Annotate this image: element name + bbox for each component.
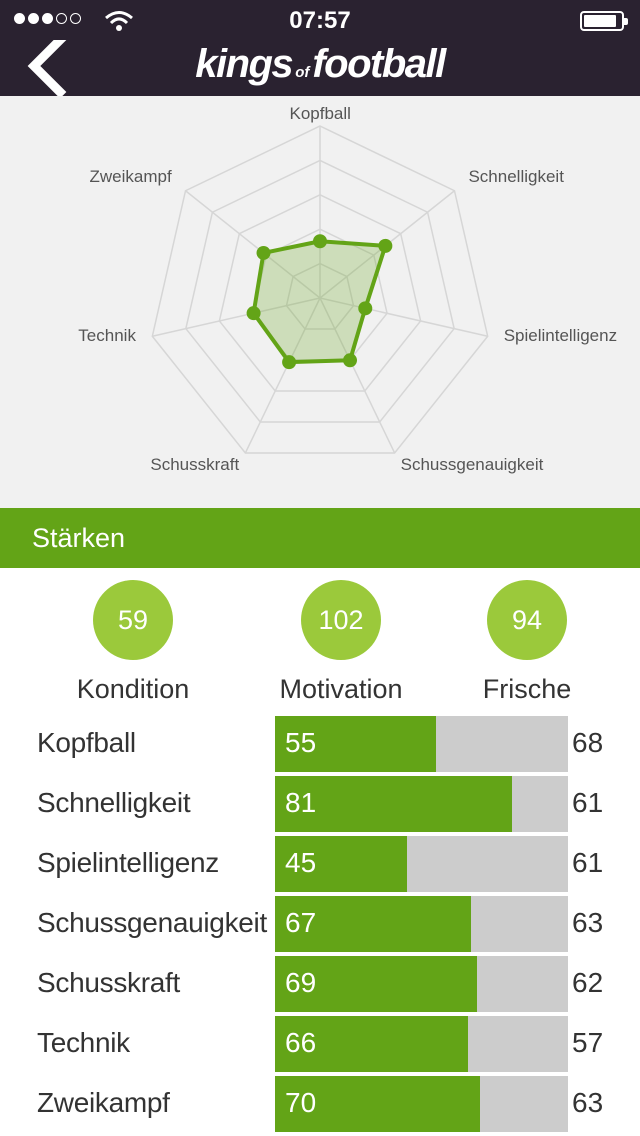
skill-row: Spielintelligenz 45 61 xyxy=(0,836,640,892)
stat-label: Frische xyxy=(482,674,572,704)
signal-strength-icon xyxy=(14,13,81,24)
stat-value: 102 xyxy=(301,580,381,660)
skill-row: Zweikampf 70 63 xyxy=(0,1076,640,1132)
skill-bar-track: 45 xyxy=(275,836,568,892)
battery-icon xyxy=(580,11,628,31)
skill-bar-fill xyxy=(275,1076,481,1132)
skill-value: 66 xyxy=(285,1027,317,1058)
radar-data-point xyxy=(378,238,393,253)
skill-secondary-value: 63 xyxy=(572,907,604,938)
status-bar: 07:57 xyxy=(0,0,640,40)
skill-bar-fill xyxy=(275,956,478,1012)
stat-label: Motivation xyxy=(279,674,403,704)
radar-data-point xyxy=(313,234,327,249)
radar-grid-ring xyxy=(185,159,455,423)
skill-secondary-value: 62 xyxy=(572,967,604,998)
radar-axis-line xyxy=(244,297,321,454)
wifi-icon xyxy=(105,11,133,31)
skill-value: 45 xyxy=(285,847,317,878)
stats-summary: 59 Kondition 102 Motivation 94 Frische xyxy=(0,580,640,710)
radar-grid-ring xyxy=(285,262,355,330)
skill-bar-fill xyxy=(275,776,513,832)
radar-grid-ring xyxy=(218,193,422,392)
stat-label: Kondition xyxy=(76,674,190,704)
stat-motivation: 102 Motivation xyxy=(241,580,441,705)
skill-row: Schusskraft 69 62 xyxy=(0,956,640,1012)
skill-name: Schusskraft xyxy=(37,967,180,998)
status-time: 07:57 xyxy=(289,7,351,34)
app-logo: kings offootball xyxy=(195,42,446,86)
radar-axis-label: Technik xyxy=(78,326,136,346)
skill-row: Schussgenauigkeit 67 63 xyxy=(0,896,640,952)
radar-axis-label: Kopfball xyxy=(289,104,351,123)
skill-bar-fill xyxy=(275,1016,469,1072)
radar-data-point xyxy=(246,306,261,321)
skill-name: Technik xyxy=(37,1027,130,1058)
skill-value: 81 xyxy=(285,787,317,818)
skill-row: Kopfball 55 68 xyxy=(0,716,640,772)
radar-chart-svg xyxy=(151,125,489,454)
skill-bar-track: 70 xyxy=(275,1076,568,1132)
skill-value: 69 xyxy=(285,967,317,998)
skill-name: Kopfball xyxy=(37,727,136,758)
radar-data-point xyxy=(343,353,358,368)
skill-row: Schnelligkeit 81 61 xyxy=(0,776,640,832)
nav-bar: kings offootball xyxy=(0,33,640,99)
chevron-left-icon xyxy=(27,33,67,99)
skill-bar-track: 66 xyxy=(275,1016,568,1072)
radar-axis-line xyxy=(319,297,488,338)
skill-bar-track: 67 xyxy=(275,896,568,952)
skill-value: 70 xyxy=(285,1087,317,1118)
skill-name: Spielintelligenz xyxy=(37,847,219,878)
section-header-staerken: Stärken xyxy=(0,508,640,568)
skill-secondary-value: 68 xyxy=(572,727,604,758)
stat-value: 94 xyxy=(487,580,567,660)
back-button[interactable] xyxy=(26,33,76,99)
radar-axis-label: Schussgenauigkeit xyxy=(400,454,544,474)
radar-axis-label: Schnelligkeit xyxy=(468,166,564,186)
skill-secondary-value: 63 xyxy=(572,1087,604,1118)
skill-value: 67 xyxy=(285,907,317,938)
skill-value: 55 xyxy=(285,727,317,758)
skill-bar-fill xyxy=(275,716,437,772)
stat-value: 59 xyxy=(93,580,173,660)
skill-secondary-value: 61 xyxy=(572,847,604,878)
skill-bar-track: 69 xyxy=(275,956,568,1012)
radar-axis-label: Schusskraft xyxy=(150,454,240,474)
stat-frische: 94 Frische xyxy=(427,580,627,705)
radar-axis-line xyxy=(185,190,321,299)
skill-secondary-value: 57 xyxy=(572,1027,604,1058)
skill-row: Technik 66 57 xyxy=(0,1016,640,1072)
radar-axis-line xyxy=(152,297,321,338)
radar-series-area xyxy=(251,239,388,365)
skill-bar-fill xyxy=(275,836,407,892)
skill-bar-fill xyxy=(275,896,472,952)
skill-name: Schnelligkeit xyxy=(37,787,191,818)
radar-data-point xyxy=(282,355,297,370)
skill-name: Zweikampf xyxy=(37,1087,170,1118)
skill-name: Schussgenauigkeit xyxy=(37,907,267,938)
radar-chart: Kopfball Schnelligkeit Spielintelligenz Sch… xyxy=(0,96,640,508)
skill-bar-track: 55 xyxy=(275,716,568,772)
radar-data-point xyxy=(256,245,271,260)
radar-grid-ring xyxy=(151,125,489,454)
radar-axis-label: Spielintelligenz xyxy=(503,326,618,346)
skill-secondary-value: 61 xyxy=(572,787,604,818)
radar-axis-label: Zweikampf xyxy=(89,166,172,186)
radar-data-point xyxy=(358,301,373,316)
stat-kondition: 59 Kondition xyxy=(33,580,233,705)
skill-bar-track: 81 xyxy=(275,776,568,832)
radar-axis-line xyxy=(319,297,396,454)
